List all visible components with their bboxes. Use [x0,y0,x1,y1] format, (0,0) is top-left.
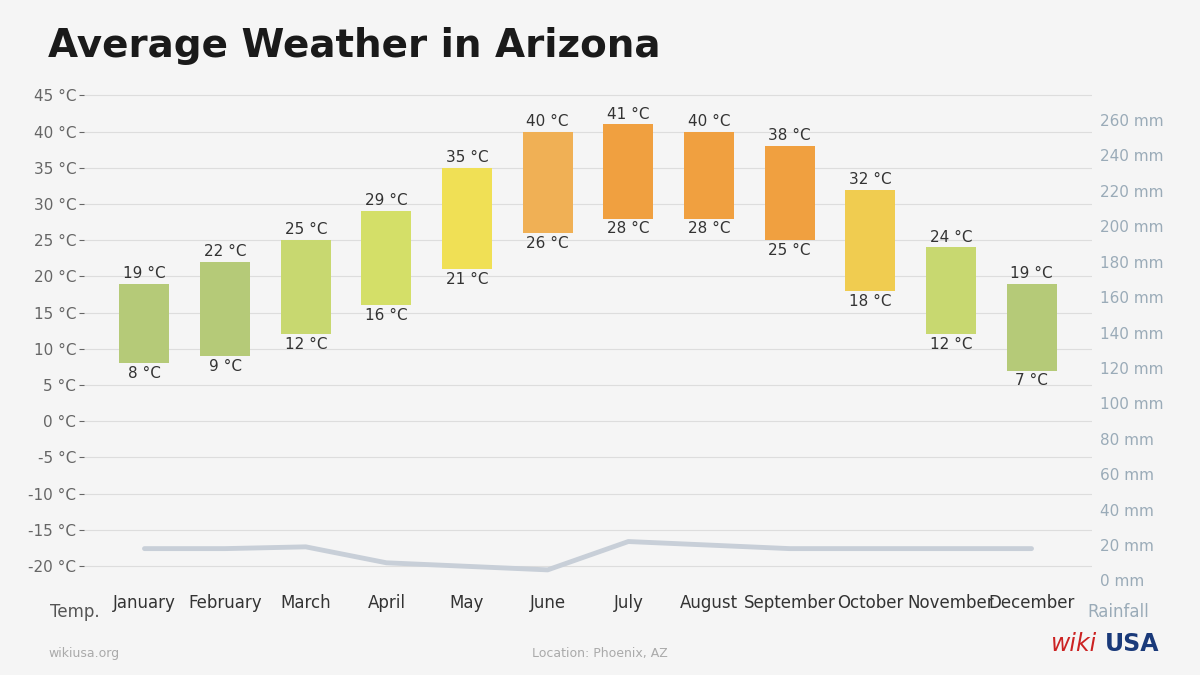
Text: 19 °C: 19 °C [1010,266,1052,281]
Text: 41 °C: 41 °C [607,107,649,122]
Text: 8 °C: 8 °C [128,367,161,381]
Text: 28 °C: 28 °C [607,221,649,236]
Text: 35 °C: 35 °C [445,150,488,165]
Bar [361,211,412,305]
Bar [1007,284,1056,371]
Text: 29 °C: 29 °C [365,194,408,209]
Text: Rainfall: Rainfall [1088,603,1150,621]
Bar [120,284,169,363]
Text: 12 °C: 12 °C [930,338,972,352]
Bar [926,248,976,334]
Text: wikiusa.org: wikiusa.org [48,647,119,660]
Text: 40 °C: 40 °C [688,114,731,129]
Text: 19 °C: 19 °C [124,266,166,281]
Bar [442,168,492,269]
Text: Location: Phoenix, AZ: Location: Phoenix, AZ [532,647,668,660]
Text: 25 °C: 25 °C [284,222,328,238]
Bar [684,132,734,219]
Text: 32 °C: 32 °C [848,171,892,187]
Text: 9 °C: 9 °C [209,359,241,374]
Text: 7 °C: 7 °C [1015,373,1048,388]
Text: USA: USA [1105,632,1159,656]
Bar [764,146,815,240]
Text: 25 °C: 25 °C [768,243,811,258]
Text: 28 °C: 28 °C [688,221,731,236]
Text: 21 °C: 21 °C [445,272,488,287]
Text: 24 °C: 24 °C [930,230,972,244]
Bar [281,240,331,334]
Text: 16 °C: 16 °C [365,308,408,323]
Text: 22 °C: 22 °C [204,244,246,259]
Text: Temp.: Temp. [50,603,100,621]
Text: 26 °C: 26 °C [527,236,569,251]
Text: Average Weather in Arizona: Average Weather in Arizona [48,27,660,65]
Text: 40 °C: 40 °C [527,114,569,129]
Text: wiki: wiki [1051,632,1098,656]
Bar [200,262,250,356]
Text: 38 °C: 38 °C [768,128,811,143]
Bar [845,190,895,291]
Bar [523,132,572,233]
Text: 12 °C: 12 °C [284,338,328,352]
Bar [604,124,653,219]
Text: 18 °C: 18 °C [848,294,892,309]
